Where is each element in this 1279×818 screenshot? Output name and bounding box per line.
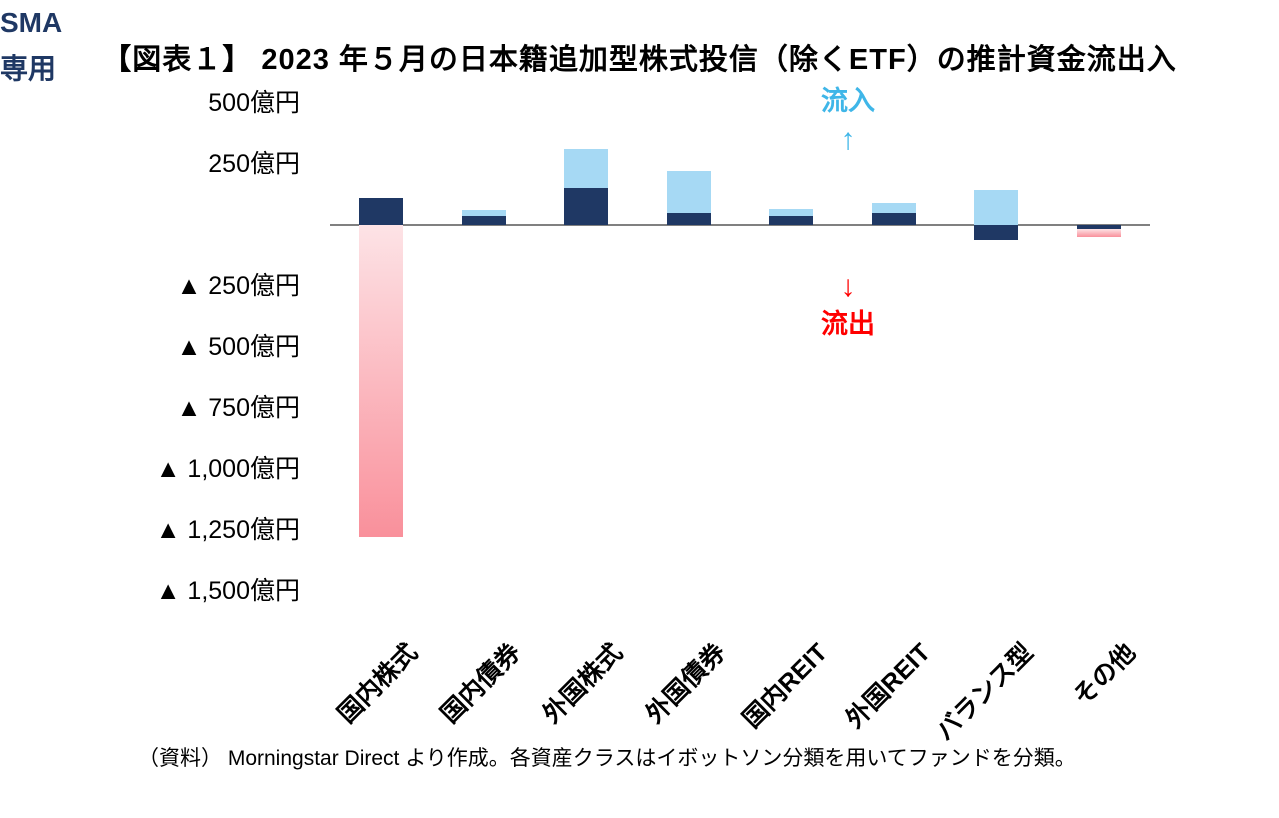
sma-annotation: SMA 専用: [0, 0, 1279, 92]
bar-segment-navy: [359, 198, 404, 225]
bar-segment-navy: [666, 212, 711, 225]
y-tick-label: ▲ 1,250億円: [155, 516, 300, 544]
x-axis-label: 国内株式: [332, 638, 424, 729]
bar-segment-blue: [769, 209, 814, 217]
bar-segment-blue: [461, 210, 506, 217]
bar-segment-pink: [1076, 228, 1121, 238]
outflow-label: 流出: [821, 309, 875, 339]
x-axis-label: 外国債券: [640, 638, 731, 729]
x-axis-label: 外国REIT: [840, 638, 936, 734]
y-tick-label: 500億円: [208, 89, 300, 117]
bar-segment-blue: [564, 149, 609, 189]
bar-segment-navy: [564, 188, 609, 225]
down-arrow-icon: ↓: [840, 270, 856, 303]
bar-segment-navy: [871, 212, 916, 225]
inflow-annotation: 流入 ↑: [798, 85, 898, 155]
bar-segment-blue: [974, 189, 1019, 225]
x-axis-label: その他: [1067, 638, 1141, 712]
y-tick-label: ▲ 250億円: [176, 272, 300, 300]
sma-annotation-line1: SMA: [0, 7, 63, 38]
bar-segment-navy: [974, 225, 1019, 240]
y-tick-label: ▲ 1,500億円: [155, 577, 300, 605]
inflow-label: 流入: [821, 86, 875, 116]
chart-title: 【図表１】 2023 年５月の日本籍追加型株式投信（除くETF）の推計資金流出入: [102, 44, 1177, 76]
y-tick-label: ▲ 750億円: [176, 394, 300, 422]
x-axis-label: バランス型: [930, 638, 1039, 747]
x-axis-label: 国内債券: [435, 638, 526, 729]
x-axis-label: 国内REIT: [737, 638, 834, 734]
bar-segment-navy: [461, 216, 506, 225]
bar-segment-navy: [769, 216, 814, 225]
outflow-annotation: ↓ 流出: [798, 272, 898, 340]
y-tick-label: ▲ 1,000億円: [155, 455, 300, 483]
bar-segment-pink: [359, 225, 404, 538]
up-arrow-icon: ↑: [840, 123, 856, 156]
y-tick-label: ▲ 500億円: [176, 333, 300, 361]
bar-segment-blue: [666, 171, 711, 213]
sma-annotation-line2: 専用: [0, 53, 57, 84]
y-tick-label: 250億円: [208, 150, 300, 178]
x-axis-label: 外国株式: [537, 638, 629, 729]
bar-segment-blue: [871, 203, 916, 213]
source-note: （資料） Morningstar Direct より作成。各資産クラスはイボット…: [138, 747, 1076, 770]
bar-segment-navy: [1076, 225, 1121, 229]
zero-axis-line: [330, 224, 1150, 226]
